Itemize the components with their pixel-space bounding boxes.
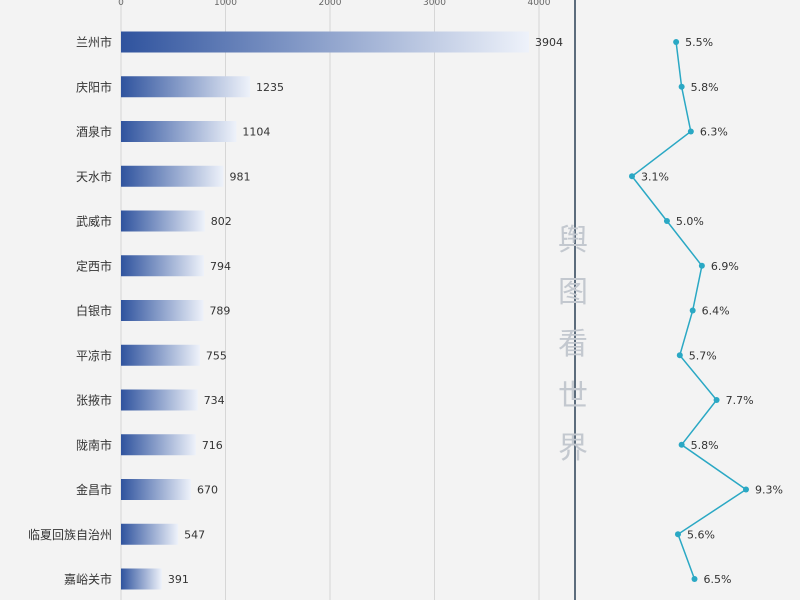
growth-point [743,486,749,493]
bar [121,434,196,456]
category-label: 天水市 [76,169,112,184]
x-tick-label: 2000 [319,0,342,8]
bar-value-label: 3904 [535,36,563,49]
x-tick-label: 3000 [423,0,446,8]
growth-label: 5.6% [687,528,715,541]
growth-label: 9.3% [755,484,783,497]
growth-label: 5.0% [676,215,704,228]
watermark-char: 图 [558,275,588,310]
growth-point [713,397,720,403]
bar-value-label: 716 [202,439,223,452]
watermark-char: 界 [558,431,588,466]
bar [121,568,162,590]
bar [121,523,179,545]
growth-line-series: 5.5% 5.8% 6.3% 3.1% 5.0% 6.9% 6.4% 5.7% 7.7% 5.8%… [629,36,783,586]
category-label: 平凉市 [76,348,112,363]
growth-label: 3.1% [641,170,669,183]
growth-label: 6.9% [711,260,739,273]
bar-value-label: 670 [197,484,218,497]
growth-label: 6.3% [700,126,728,139]
category-label: 白银市 [76,303,112,318]
x-tick-label: 4000 [528,0,551,8]
growth-point [691,576,698,582]
bar-value-label: 1104 [242,126,270,139]
watermark-char: 世 [558,379,588,414]
growth-label: 5.8% [691,81,719,94]
growth-point [687,128,694,135]
bar [121,121,237,142]
bar-labels: 兰州市 3904 庆阳市 1235 酒泉市 1104 天水市 981 武威市 802 定西市 794 白… [28,35,563,587]
bar-value-label: 802 [211,215,232,228]
bar-value-label: 981 [230,170,251,183]
bar-series [121,31,529,590]
x-tick-label: 0 [118,0,124,8]
category-label: 武威市 [76,214,112,229]
bar [121,389,198,411]
growth-point [678,441,685,448]
category-label: 嘉峪关市 [64,572,112,587]
bar [121,300,204,321]
growth-point [698,262,705,269]
bar [121,165,224,187]
growth-point [676,352,683,359]
bar-value-label: 755 [206,349,227,362]
category-label: 临夏回族自治州 [28,528,112,542]
x-tick-label: 1000 [214,0,237,8]
bar-value-label: 1235 [256,81,284,94]
growth-label: 5.7% [689,349,717,362]
growth-point [674,531,681,538]
bar-value-label: 789 [209,305,230,318]
bar [121,31,529,53]
growth-label: 5.8% [691,439,719,452]
category-label: 酒泉市 [76,124,112,139]
growth-label: 7.7% [726,394,754,407]
growth-label: 6.5% [704,573,732,586]
bar-value-label: 391 [168,573,189,586]
bar-value-label: 794 [210,260,231,273]
category-label: 庆阳市 [76,79,112,94]
bar-value-label: 734 [204,394,225,407]
x-axis-ticks: 0 1000 2000 3000 4000 [118,0,551,8]
growth-point [673,39,680,45]
growth-point [629,173,635,180]
bar-value-label: 547 [184,528,205,541]
growth-label: 5.5% [685,36,713,49]
bar [121,210,205,232]
bar [121,479,192,500]
bar [121,76,251,98]
growth-label: 6.4% [702,305,730,318]
watermark-char: 看 [558,327,588,362]
growth-point [663,218,670,224]
bar [121,344,200,366]
category-label: 定西市 [76,258,112,273]
category-label: 兰州市 [76,35,112,50]
growth-point [689,307,696,314]
growth-point [678,83,685,90]
category-label: 金昌市 [76,482,112,497]
category-label: 陇南市 [76,437,112,452]
category-label: 张掖市 [76,393,112,408]
watermark-char: 舆 [558,223,588,258]
bar [121,255,204,277]
